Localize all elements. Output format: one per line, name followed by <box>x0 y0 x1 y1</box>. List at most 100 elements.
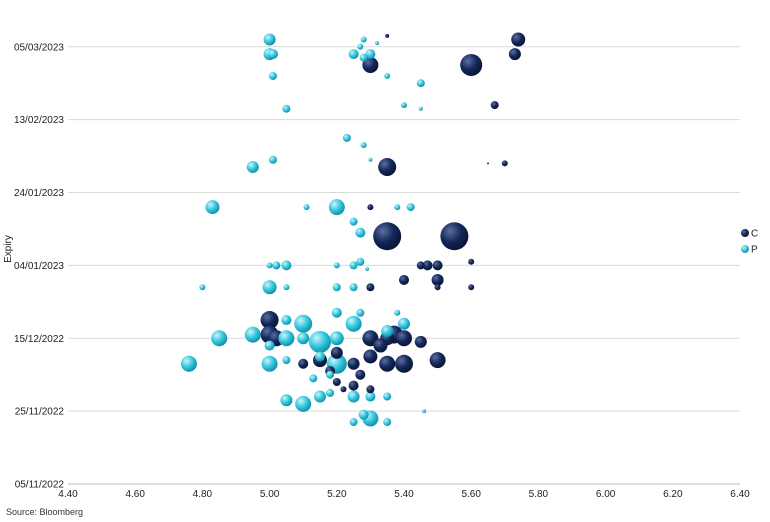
bubble-P <box>349 418 358 427</box>
bubble-P <box>394 204 401 211</box>
x-tick-label: 5.00 <box>260 489 280 500</box>
bubble-P <box>266 262 273 269</box>
bubble-P <box>356 257 365 266</box>
bubble-P <box>272 261 281 270</box>
bubble-P <box>347 390 360 403</box>
bubble-P <box>268 71 277 80</box>
bubble-C <box>396 330 412 347</box>
bubble-P <box>309 330 331 353</box>
bubble-P <box>283 284 290 291</box>
bubble-C <box>347 357 360 370</box>
bubble-P <box>281 315 292 326</box>
bubble-P <box>331 307 342 318</box>
legend-marker-P <box>741 245 749 253</box>
bubble-P <box>345 315 362 332</box>
bubble-P <box>384 72 391 79</box>
bubble-C <box>379 355 396 372</box>
bubble-C <box>434 284 441 291</box>
x-tick-label: 4.80 <box>193 489 213 500</box>
bubbles <box>180 32 526 427</box>
bubble-P <box>342 133 351 142</box>
x-tick-label: 5.40 <box>394 489 414 500</box>
x-tick-label: 5.20 <box>327 489 347 500</box>
bubble-P <box>365 49 376 60</box>
bubble-P <box>244 326 261 343</box>
bubble-P <box>406 203 415 212</box>
legend-marker-C <box>741 229 749 237</box>
bubble-P <box>394 309 401 316</box>
bubble-C <box>399 274 409 285</box>
bubble-P <box>281 260 292 271</box>
bubble-P <box>329 331 344 346</box>
source-note: Source: Bloomberg <box>6 507 84 517</box>
bubble-C <box>416 261 425 270</box>
bubble-C <box>501 160 508 167</box>
bubble-C <box>366 283 375 292</box>
bubble-P <box>282 356 291 365</box>
bubble-P <box>303 204 310 211</box>
bubble-P <box>416 79 425 88</box>
bubble-P <box>297 332 310 345</box>
bubble-P <box>314 390 326 403</box>
bubble-C <box>355 369 366 380</box>
bubble-P <box>348 49 359 60</box>
bubble-C <box>373 222 402 251</box>
x-tick-label: 6.00 <box>596 489 616 500</box>
bubble-P <box>422 409 427 414</box>
bubble-P <box>315 351 325 362</box>
bubble-P <box>264 340 275 351</box>
y-axis-ticks: 05/11/2022 25/11/2022 15/12/2022 04/01/2023… <box>14 42 64 490</box>
bubble-P <box>365 391 376 402</box>
bubble-C <box>330 346 343 359</box>
bubble-C <box>460 54 483 77</box>
bubble-P <box>418 106 423 111</box>
legend: CP <box>741 229 758 256</box>
legend-label-P: P <box>751 245 758 256</box>
bubble-C <box>440 222 469 251</box>
bubble-P <box>381 324 394 337</box>
bubble-P <box>349 261 358 270</box>
bubble-P <box>358 409 369 420</box>
bubble-P <box>349 283 358 292</box>
bubble-C <box>490 101 499 110</box>
bubble-P <box>268 155 277 164</box>
bubble-P <box>355 227 366 238</box>
bubble-P <box>383 392 392 401</box>
bubble-P <box>383 418 392 427</box>
y-tick-label: 13/02/2023 <box>14 115 64 126</box>
bubble-P <box>205 200 220 215</box>
x-tick-label: 5.60 <box>461 489 481 500</box>
bubble-P <box>356 308 365 317</box>
bubble-P <box>368 157 373 162</box>
bubble-C <box>508 48 521 61</box>
bubble-P <box>282 104 291 113</box>
bubble-C <box>468 284 475 291</box>
bubble-C <box>422 260 433 271</box>
bubble-P <box>261 355 278 372</box>
x-tick-label: 4.60 <box>125 489 145 500</box>
bubble-C <box>395 354 413 373</box>
y-axis-title: Expiry <box>3 235 14 263</box>
bubble-P <box>199 284 206 291</box>
bubble-P <box>359 53 368 62</box>
bubble-P <box>294 314 313 333</box>
bubble-P <box>263 33 276 46</box>
y-tick-label: 25/11/2022 <box>15 407 65 418</box>
bubble-P <box>211 330 228 347</box>
bubble-C <box>468 258 475 265</box>
bubble-P <box>180 355 197 372</box>
y-tick-label: 15/12/2022 <box>14 334 64 345</box>
bubble-C <box>511 32 526 47</box>
bubble-P <box>262 280 277 295</box>
bubble-P <box>326 388 335 397</box>
bubble-P <box>333 262 340 269</box>
bubble-C <box>363 349 378 364</box>
bubble-C <box>260 311 279 330</box>
bubble-C <box>378 158 397 177</box>
y-tick-label: 05/11/2022 <box>15 480 65 491</box>
bubble-P <box>401 102 407 109</box>
bubble-C <box>429 352 446 369</box>
bubble-P <box>295 395 312 412</box>
gridlines <box>68 46 740 412</box>
